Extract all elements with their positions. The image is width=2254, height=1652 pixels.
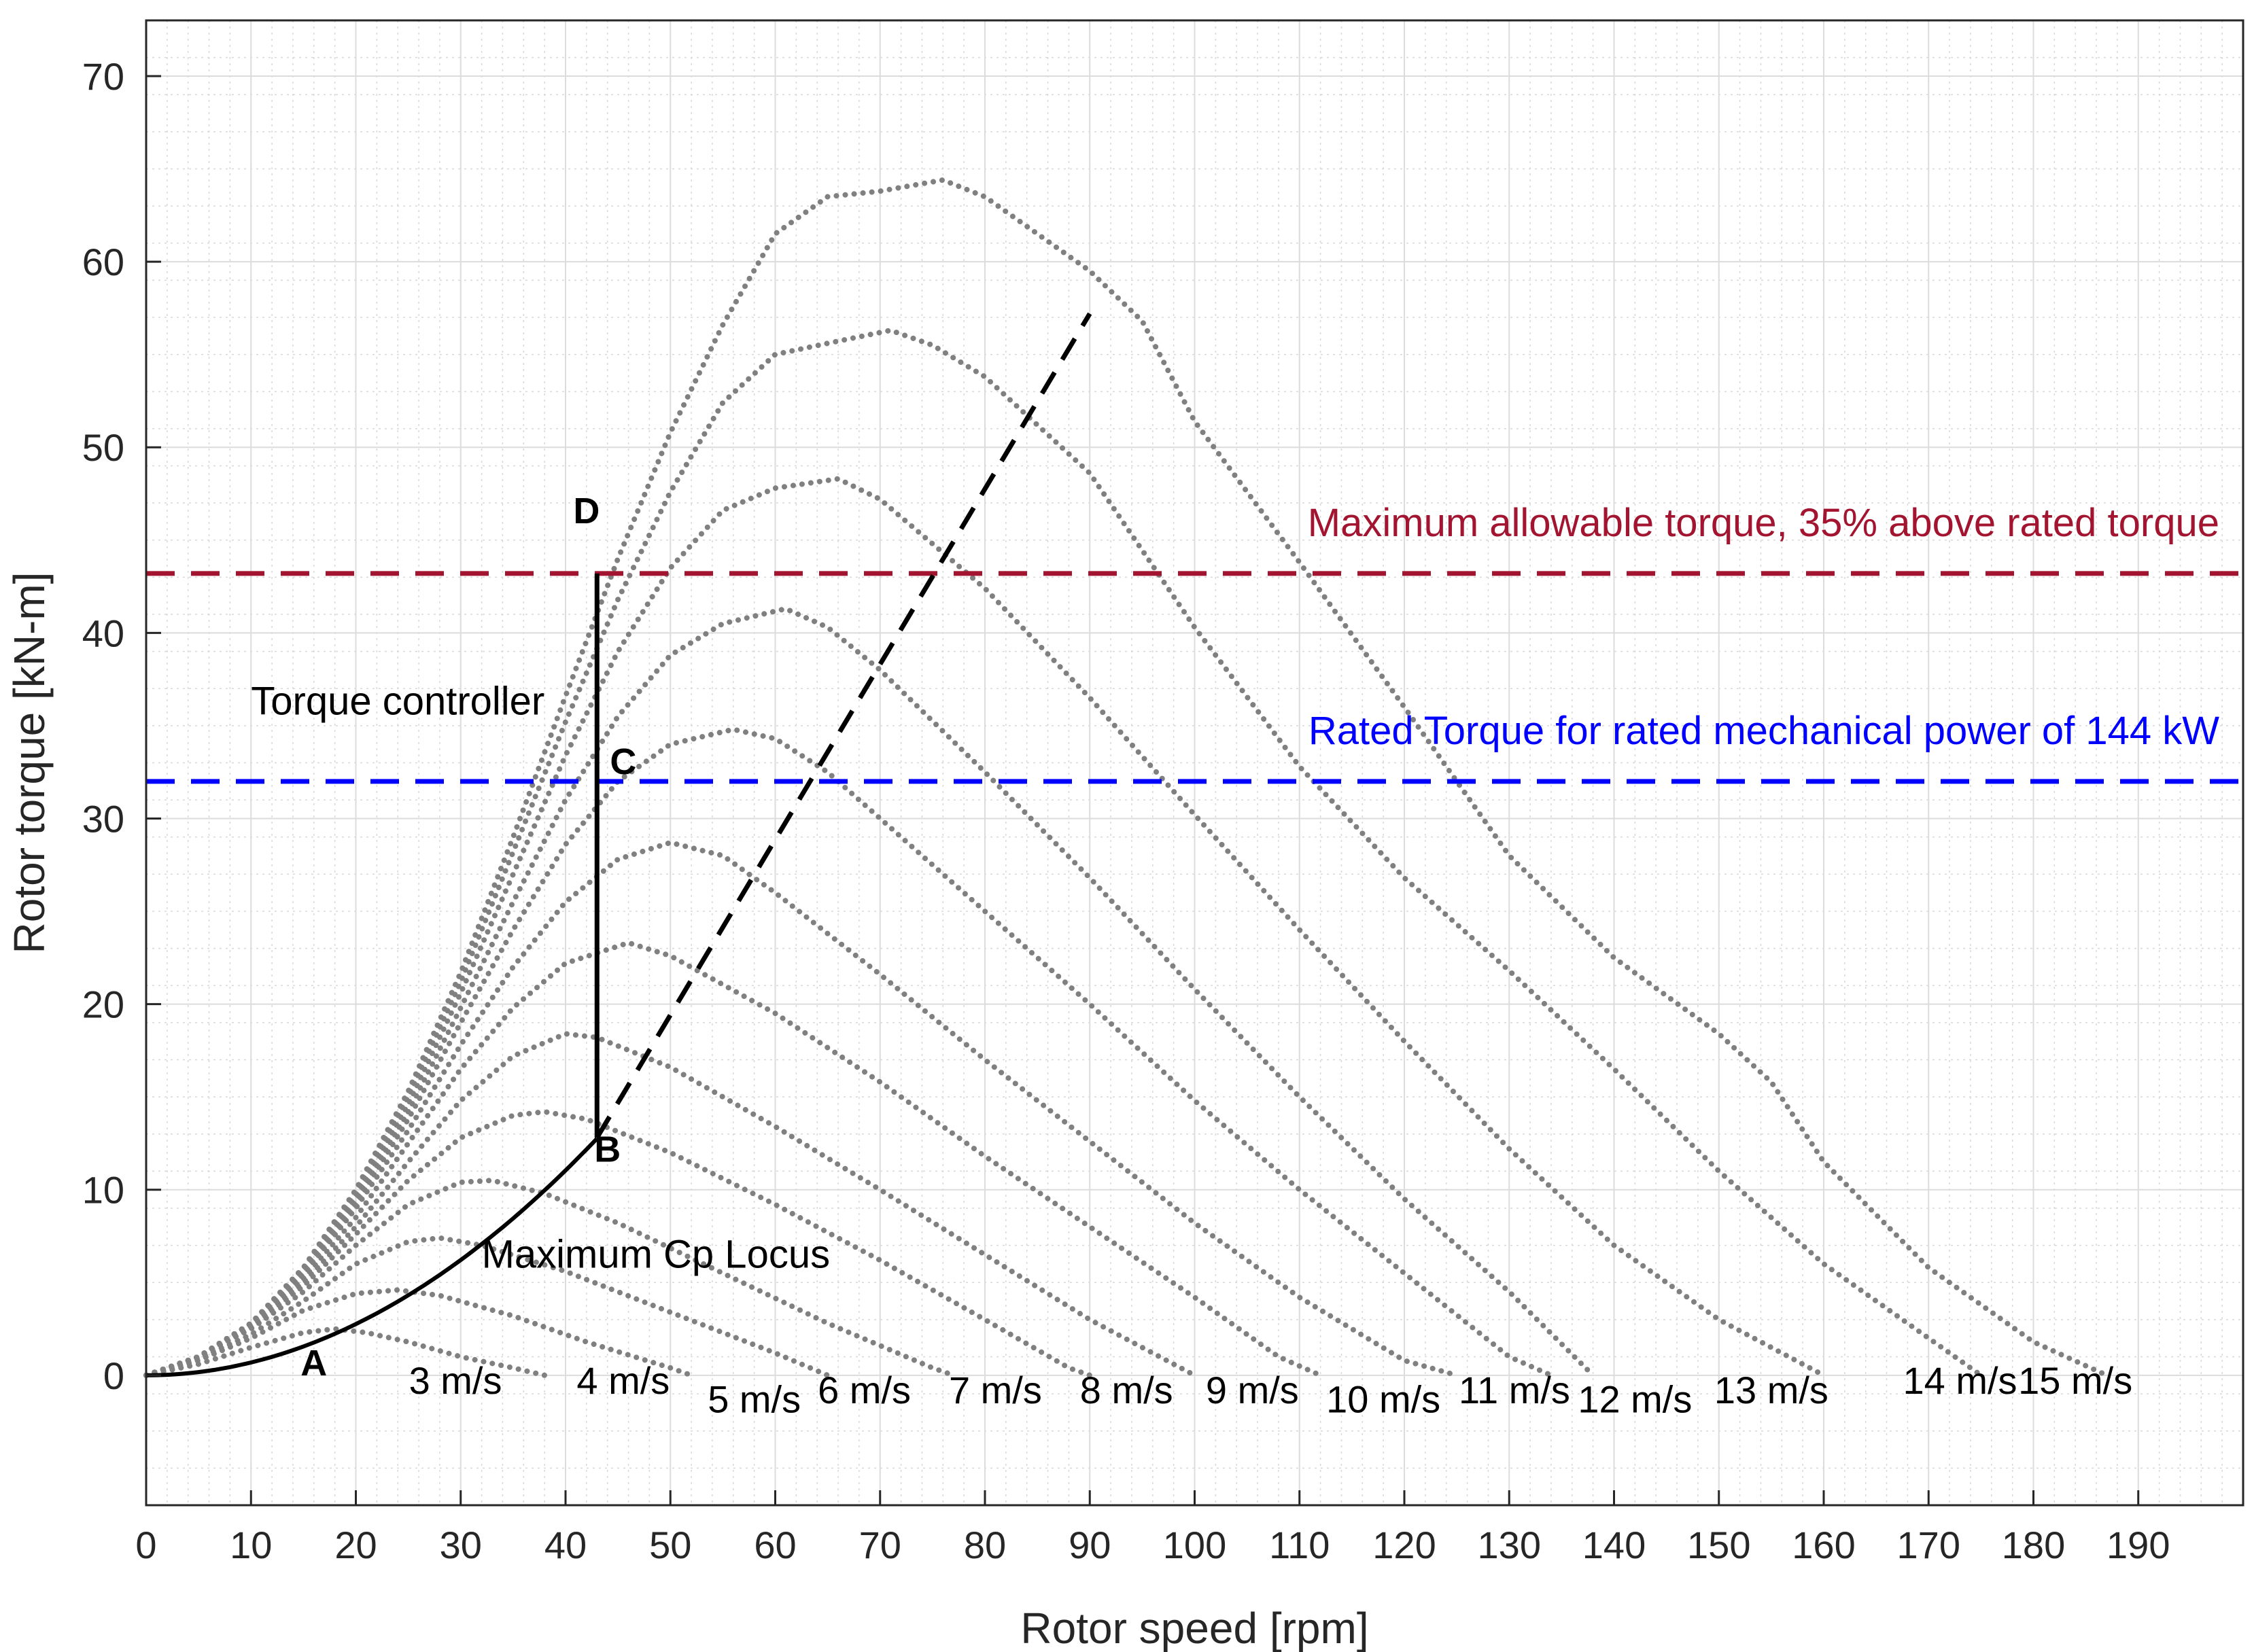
wind-speed-label: 12 m/s — [1578, 1377, 1692, 1420]
wind-speed-label: 5 m/s — [708, 1377, 801, 1420]
wind-speed-label: 3 m/s — [409, 1359, 502, 1402]
x-tick-label: 10 — [230, 1524, 272, 1566]
x-tick-label: 140 — [1582, 1524, 1646, 1566]
wind-curve-12-m-s — [143, 605, 1596, 1378]
point-label-b: B — [594, 1129, 621, 1170]
axis-ticks — [145, 75, 2140, 1505]
wind-curve-15-m-s — [143, 177, 2110, 1378]
wind-speed-label: 11 m/s — [1459, 1369, 1570, 1411]
x-tick-label: 50 — [649, 1524, 691, 1566]
wind-speed-curves — [143, 177, 2110, 1378]
major-grid — [145, 20, 2243, 1505]
max-cp-locus-label: Maximum Cp Locus — [482, 1232, 830, 1276]
y-tick-label: 30 — [82, 797, 124, 840]
point-label-a: A — [300, 1343, 327, 1384]
y-tick-label: 70 — [82, 55, 124, 98]
x-tick-label: 160 — [1792, 1524, 1855, 1566]
wind-curve-3-m-s — [143, 1326, 548, 1378]
chart-labels: 0 10 20 30 40 50 60 70 80 90 100 110 120 130 140 150 160… — [82, 55, 2220, 1566]
x-tick-label: 90 — [1069, 1524, 1111, 1566]
torque-controller-label: Torque controller — [251, 679, 544, 723]
x-tick-label: 0 — [135, 1524, 156, 1566]
wind-curve-5-m-s — [143, 1235, 831, 1378]
x-axis-title: Rotor speed [rpm] — [1020, 1604, 1368, 1652]
point-label-c: C — [610, 741, 636, 782]
minor-grid — [146, 20, 2243, 1506]
reference-lines — [146, 571, 2243, 784]
wind-speed-label: 14 m/s — [1903, 1359, 2017, 1402]
x-tick-label: 30 — [440, 1524, 482, 1566]
y-tick-label: 50 — [82, 426, 124, 469]
x-tick-label: 60 — [754, 1524, 796, 1566]
y-tick-label: 10 — [82, 1169, 124, 1212]
wind-speed-label: 15 m/s — [2018, 1359, 2132, 1402]
max-allowable-torque-label: Maximum allowable torque, 35% above rate… — [1308, 501, 2219, 545]
wind-speed-label: 9 m/s — [1206, 1369, 1299, 1411]
x-tick-label: 100 — [1163, 1524, 1226, 1566]
wind-curve-4-m-s — [143, 1287, 695, 1378]
x-tick-label: 130 — [1478, 1524, 1541, 1566]
x-tick-label: 170 — [1897, 1524, 1960, 1566]
x-tick-label: 80 — [964, 1524, 1006, 1566]
max-cp-extension-line — [595, 312, 1092, 1140]
x-tick-label: 40 — [544, 1524, 587, 1566]
wind-speed-label: 8 m/s — [1080, 1369, 1173, 1411]
wind-speed-label: 4 m/s — [576, 1359, 670, 1402]
y-tick-label: 60 — [82, 241, 124, 283]
wind-curve-7-m-s — [143, 1108, 1093, 1378]
y-tick-label: 40 — [82, 612, 124, 654]
x-tick-label: 120 — [1372, 1524, 1436, 1566]
y-axis-title: Rotor torque [kN-m] — [5, 572, 54, 954]
rated-torque-label: Rated Torque for rated mechanical power … — [1308, 709, 2219, 753]
y-tick-label: 0 — [103, 1354, 124, 1397]
x-tick-label: 20 — [334, 1524, 377, 1566]
x-tick-label: 190 — [2106, 1524, 2170, 1566]
x-tick-label: 180 — [2002, 1524, 2065, 1566]
x-tick-label: 150 — [1687, 1524, 1750, 1566]
x-tick-label: 70 — [859, 1524, 901, 1566]
max-cp-locus-curve — [146, 1137, 599, 1377]
wind-speed-label: 10 m/s — [1326, 1377, 1440, 1420]
wind-speed-label: 6 m/s — [818, 1369, 911, 1411]
wind-speed-label: 7 m/s — [949, 1369, 1042, 1411]
x-tick-label: 110 — [1269, 1524, 1330, 1566]
point-label-d: D — [573, 491, 600, 531]
wind-speed-label: 13 m/s — [1714, 1369, 1828, 1411]
control-path — [146, 312, 1092, 1377]
y-tick-label: 20 — [82, 983, 124, 1026]
